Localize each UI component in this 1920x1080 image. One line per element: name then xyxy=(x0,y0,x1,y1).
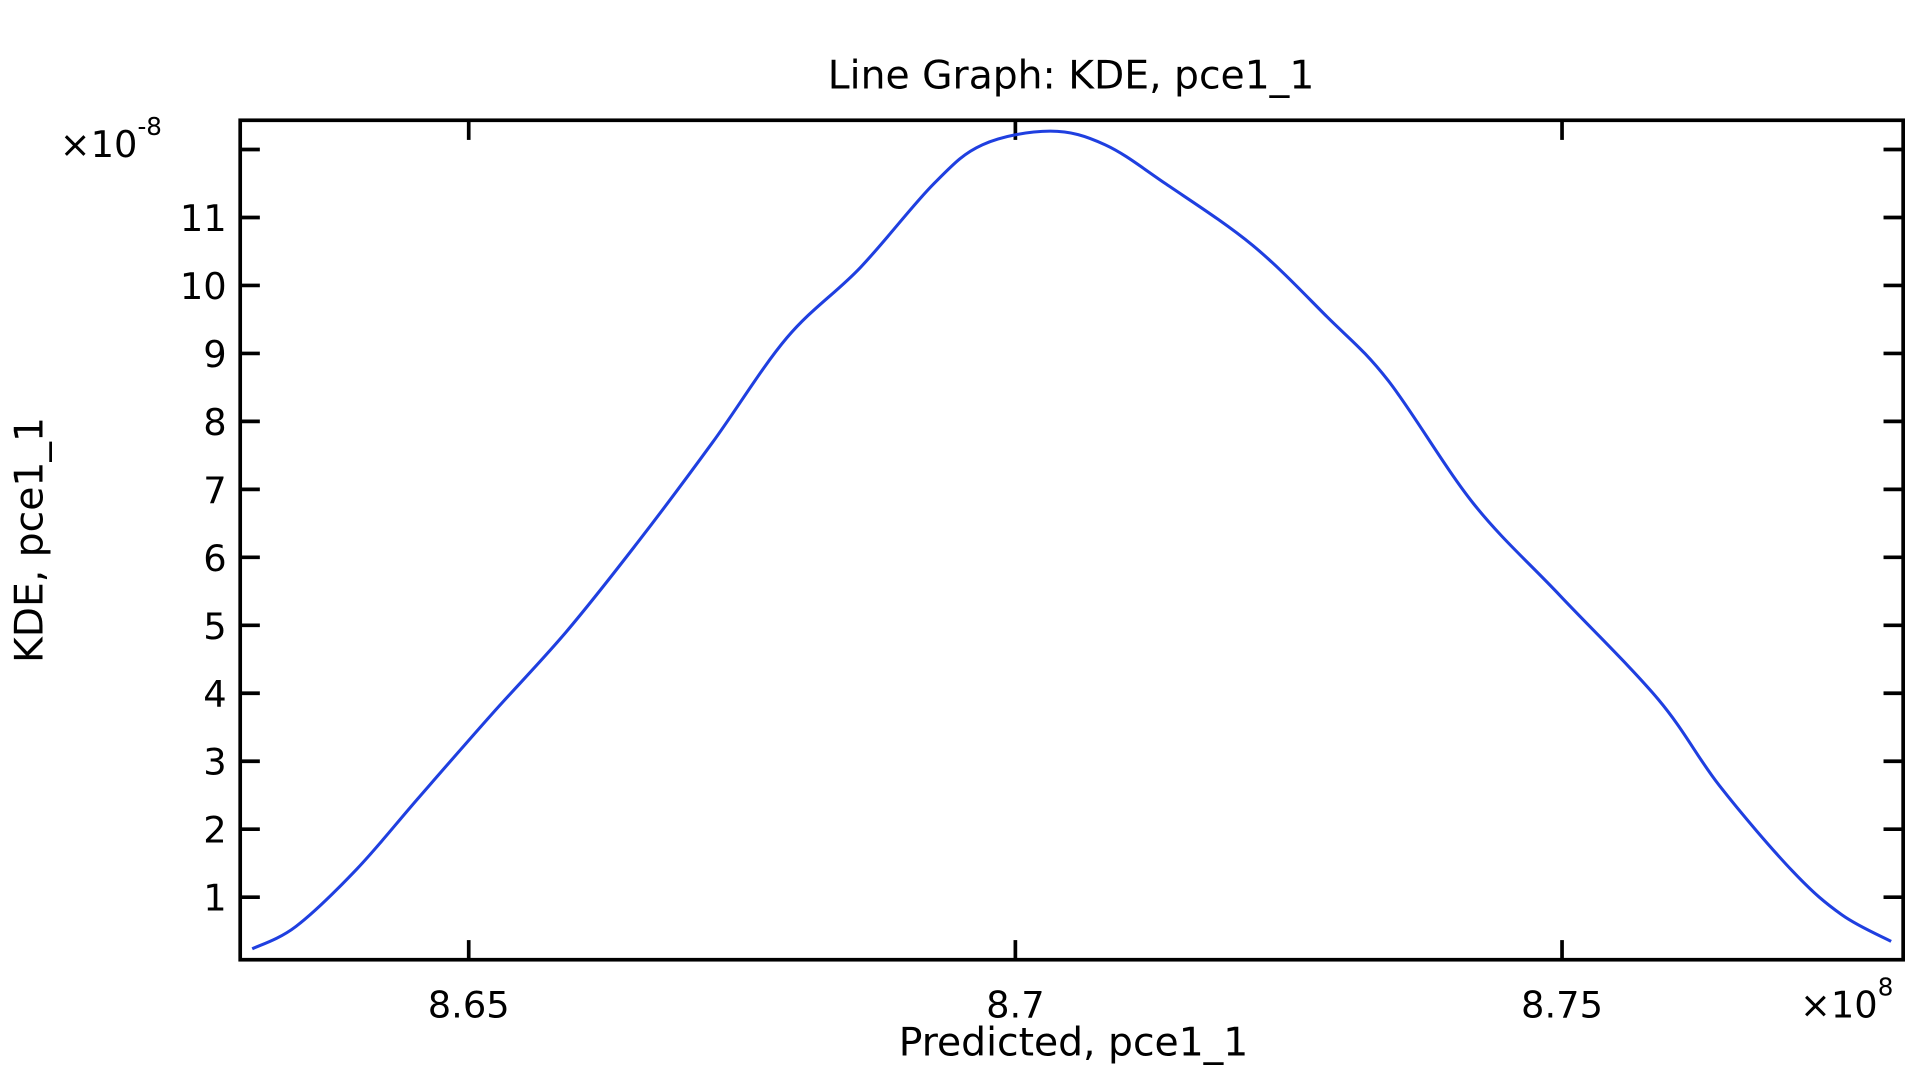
plot-frame xyxy=(238,118,1905,962)
y-tick-label: 10 xyxy=(180,265,227,308)
x-tick-label: 8.65 xyxy=(428,983,510,1026)
y-multiplier-base: ×10 xyxy=(60,123,138,166)
y-multiplier-exponent: -8 xyxy=(137,112,161,141)
y-axis-multiplier: ×10-8 xyxy=(60,112,162,166)
y-tick-label: 9 xyxy=(203,333,226,376)
y-tick-label: 11 xyxy=(180,197,227,240)
x-axis-multiplier: ×108 xyxy=(1800,972,1893,1026)
y-tick-label: 7 xyxy=(203,469,226,512)
x-tick-label: 8.75 xyxy=(1521,983,1603,1026)
x-tick-label: 8.7 xyxy=(986,983,1045,1026)
y-tick-label: 4 xyxy=(203,673,226,716)
chart-title: Line Graph: KDE, pce1_1 xyxy=(828,53,1315,98)
y-tick-label: 2 xyxy=(203,809,226,852)
y-tick-label: 8 xyxy=(203,401,226,444)
y-tick-label: 3 xyxy=(203,741,226,784)
x-axis-label: Predicted, pce1_1 xyxy=(899,1020,1249,1065)
y-axis-label: KDE, pce1_1 xyxy=(8,417,53,663)
kde-series-line xyxy=(251,129,1892,951)
axis-ticks: 8.65 8.7 8.75 1 2 3 4 5 6 7 8 9 10 11 xyxy=(180,120,1904,1026)
x-multiplier-base: ×10 xyxy=(1800,983,1878,1026)
y-tick-label: 1 xyxy=(203,877,226,920)
x-multiplier-exponent: 8 xyxy=(1878,972,1894,1001)
y-tick-label: 6 xyxy=(203,537,226,580)
y-tick-label: 5 xyxy=(203,605,226,648)
